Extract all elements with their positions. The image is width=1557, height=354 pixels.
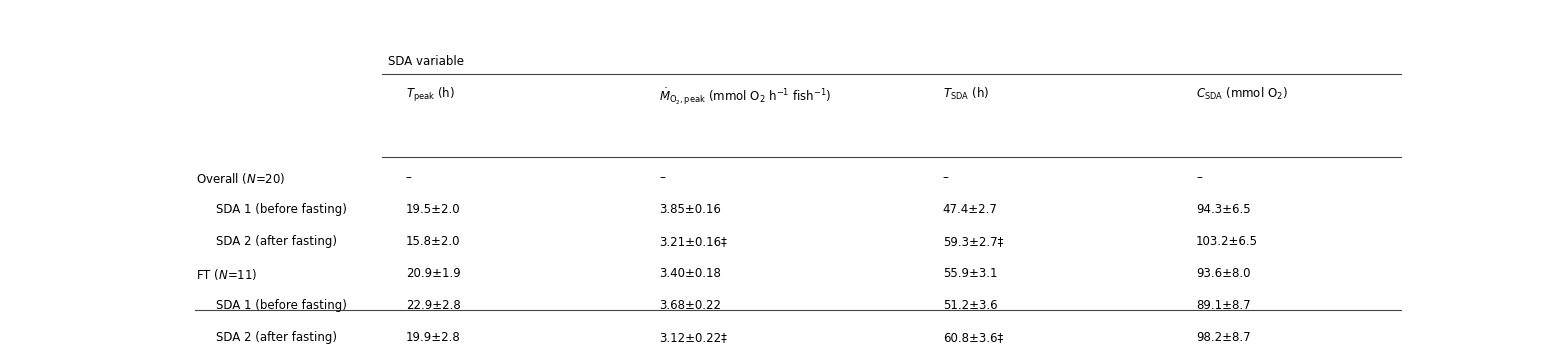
- Text: 19.9±2.8: 19.9±2.8: [406, 331, 461, 344]
- Text: 59.3±2.7‡: 59.3±2.7‡: [942, 235, 1003, 248]
- Text: –: –: [1196, 171, 1202, 184]
- Text: 20.9±1.9: 20.9±1.9: [406, 267, 461, 280]
- Text: 94.3±6.5: 94.3±6.5: [1196, 203, 1250, 216]
- Text: $\mathit{T}_\mathrm{SDA}$ (h): $\mathit{T}_\mathrm{SDA}$ (h): [942, 86, 989, 102]
- Text: SDA 2 (after fasting): SDA 2 (after fasting): [216, 331, 338, 344]
- Text: 60.8±3.6‡: 60.8±3.6‡: [942, 331, 1003, 344]
- Text: SDA 1 (before fasting): SDA 1 (before fasting): [216, 299, 347, 312]
- Text: –: –: [942, 171, 948, 184]
- Text: $\mathit{C}_\mathrm{SDA}$ (mmol O$_2$): $\mathit{C}_\mathrm{SDA}$ (mmol O$_2$): [1196, 86, 1288, 102]
- Text: 89.1±8.7: 89.1±8.7: [1196, 299, 1250, 312]
- Text: Overall ($\mathit{N}$=20): Overall ($\mathit{N}$=20): [196, 171, 285, 185]
- Text: SDA 2 (after fasting): SDA 2 (after fasting): [216, 235, 338, 248]
- Text: –: –: [659, 171, 665, 184]
- Text: 103.2±6.5: 103.2±6.5: [1196, 235, 1258, 248]
- Text: –: –: [406, 171, 411, 184]
- Text: 3.21±0.16‡: 3.21±0.16‡: [659, 235, 727, 248]
- Text: 3.85±0.16: 3.85±0.16: [659, 203, 721, 216]
- Text: 93.6±8.0: 93.6±8.0: [1196, 267, 1250, 280]
- Text: 19.5±2.0: 19.5±2.0: [406, 203, 461, 216]
- Text: 98.2±8.7: 98.2±8.7: [1196, 331, 1250, 344]
- Text: SDA variable: SDA variable: [388, 55, 464, 68]
- Text: 3.12±0.22‡: 3.12±0.22‡: [659, 331, 727, 344]
- Text: SDA 1 (before fasting): SDA 1 (before fasting): [216, 203, 347, 216]
- Text: 15.8±2.0: 15.8±2.0: [406, 235, 461, 248]
- Text: 47.4±2.7: 47.4±2.7: [942, 203, 998, 216]
- Text: 51.2±3.6: 51.2±3.6: [942, 299, 998, 312]
- Text: $\mathit{T}_\mathrm{peak}$ (h): $\mathit{T}_\mathrm{peak}$ (h): [406, 86, 455, 104]
- Text: $\dot{\mathit{M}}_{\mathrm{O_2,peak}}$ (mmol O$_2$ h$^{-1}$ fish$^{-1}$): $\dot{\mathit{M}}_{\mathrm{O_2,peak}}$ (…: [659, 86, 831, 107]
- Text: 3.40±0.18: 3.40±0.18: [659, 267, 721, 280]
- Text: 22.9±2.8: 22.9±2.8: [406, 299, 461, 312]
- Text: 55.9±3.1: 55.9±3.1: [942, 267, 998, 280]
- Text: FT ($\mathit{N}$=11): FT ($\mathit{N}$=11): [196, 267, 257, 282]
- Text: 3.68±0.22: 3.68±0.22: [659, 299, 721, 312]
